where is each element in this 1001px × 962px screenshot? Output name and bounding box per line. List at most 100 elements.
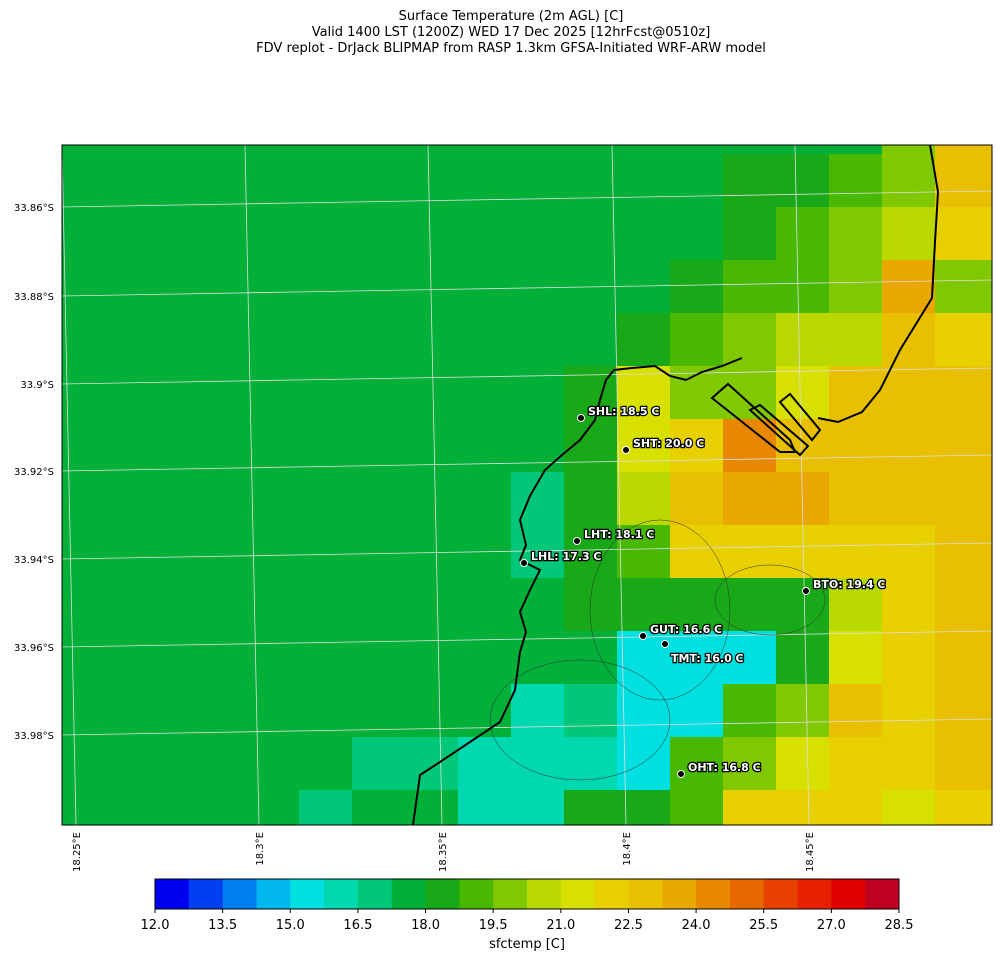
stations: SHL: 18.5 C SHT: 20.0 C LHT: 18.1 C LHL: 17… xyxy=(520,404,887,778)
temp-cell xyxy=(458,145,512,155)
temp-cell xyxy=(776,578,830,632)
temp-cell xyxy=(193,737,247,791)
title: FDV replot - DrJack BLIPMAP from RASP 1.… xyxy=(256,41,766,56)
lon-label: 18.3°E xyxy=(255,832,266,866)
temp-cell xyxy=(935,525,989,579)
station-label: LHT: 18.1 C xyxy=(584,528,654,541)
temp-cell xyxy=(193,154,247,208)
temp-cell xyxy=(405,260,459,314)
temp-cell xyxy=(405,419,459,473)
temp-cell xyxy=(617,260,671,314)
temp-cell xyxy=(352,578,406,632)
colorbar-tick-label: 16.5 xyxy=(343,918,372,933)
colorbar-tick-label: 13.5 xyxy=(208,918,237,933)
colorbar-tick-label: 21.0 xyxy=(546,918,575,933)
temp-cell xyxy=(193,260,247,314)
temp-cell xyxy=(670,578,724,632)
temp-cell xyxy=(299,260,353,314)
temp-cell xyxy=(670,790,724,825)
temp-cell xyxy=(62,154,88,208)
temp-cell xyxy=(458,366,512,420)
station-dot xyxy=(802,587,810,595)
temp-cell xyxy=(935,684,989,738)
temp-cell xyxy=(405,207,459,261)
temp-cell xyxy=(87,154,141,208)
temp-cell xyxy=(87,525,141,579)
temp-cell xyxy=(87,631,141,685)
graticule xyxy=(244,145,260,825)
temp-cell xyxy=(246,366,300,420)
station-dot xyxy=(661,640,669,648)
temp-cell xyxy=(352,737,406,791)
colorbar-swatch xyxy=(324,879,359,909)
graticule xyxy=(62,145,77,825)
temp-cell xyxy=(352,154,406,208)
temp-cell xyxy=(670,154,724,208)
temp-cell xyxy=(511,207,565,261)
temp-cell xyxy=(723,578,777,632)
temp-cell xyxy=(299,790,353,825)
temp-cell xyxy=(458,260,512,314)
harbour xyxy=(710,382,797,453)
temp-cell xyxy=(299,154,353,208)
temp-cell xyxy=(829,525,883,579)
temp-cell xyxy=(458,472,512,526)
temp-cell xyxy=(87,684,141,738)
temp-cell xyxy=(564,790,618,825)
temp-cell xyxy=(882,207,936,261)
temp-cell xyxy=(140,472,194,526)
colorbar-swatch xyxy=(290,879,325,909)
station-dot xyxy=(677,770,685,778)
temp-cell xyxy=(87,207,141,261)
temp-cell xyxy=(776,684,830,738)
colorbar-swatch xyxy=(391,879,427,909)
colorbar-swatch xyxy=(797,879,832,909)
temp-cell xyxy=(988,525,992,579)
temp-cell xyxy=(458,737,512,791)
temp-cell xyxy=(723,154,777,208)
station-label: TMT: 16.0 C xyxy=(671,652,744,665)
lon-label: 18.45°E xyxy=(805,832,816,872)
temp-cell xyxy=(299,145,353,155)
station-label: GUT: 16.6 C xyxy=(650,623,722,636)
temp-cell xyxy=(352,472,406,526)
temp-cell xyxy=(62,684,88,738)
station-label: SHT: 20.0 C xyxy=(633,437,704,450)
station-dot xyxy=(520,559,528,567)
temp-cell xyxy=(511,790,565,825)
temp-cell xyxy=(617,207,671,261)
temp-cell xyxy=(352,419,406,473)
temp-cell xyxy=(87,737,141,791)
temp-cell xyxy=(776,313,830,367)
temp-cell xyxy=(405,631,459,685)
temp-cell xyxy=(882,631,936,685)
temp-cell xyxy=(62,525,88,579)
temp-cell xyxy=(87,366,141,420)
station-label: LHL: 17.3 C xyxy=(531,550,602,563)
lon-label: 18.25°E xyxy=(72,832,83,872)
temp-cell xyxy=(935,631,989,685)
temp-cell xyxy=(140,154,194,208)
temp-cell xyxy=(246,684,300,738)
temp-cell xyxy=(776,631,830,685)
temp-cell xyxy=(299,631,353,685)
contour xyxy=(589,519,731,701)
colorbar-swatch xyxy=(560,879,596,909)
station-dot xyxy=(622,446,630,454)
colorbar-tick-label: 25.5 xyxy=(749,918,778,933)
temp-cell xyxy=(829,419,883,473)
temp-cell xyxy=(405,472,459,526)
temp-cell xyxy=(988,790,992,825)
temp-cell xyxy=(405,578,459,632)
temp-cell xyxy=(458,207,512,261)
graticule xyxy=(62,190,992,208)
colorbar-swatch xyxy=(662,879,697,909)
graticule xyxy=(427,145,443,825)
temp-cell xyxy=(988,578,992,632)
temp-cell xyxy=(511,419,565,473)
temp-cell xyxy=(140,366,194,420)
temp-cell xyxy=(882,260,936,314)
temp-cell xyxy=(62,366,88,420)
temp-cell xyxy=(829,578,883,632)
